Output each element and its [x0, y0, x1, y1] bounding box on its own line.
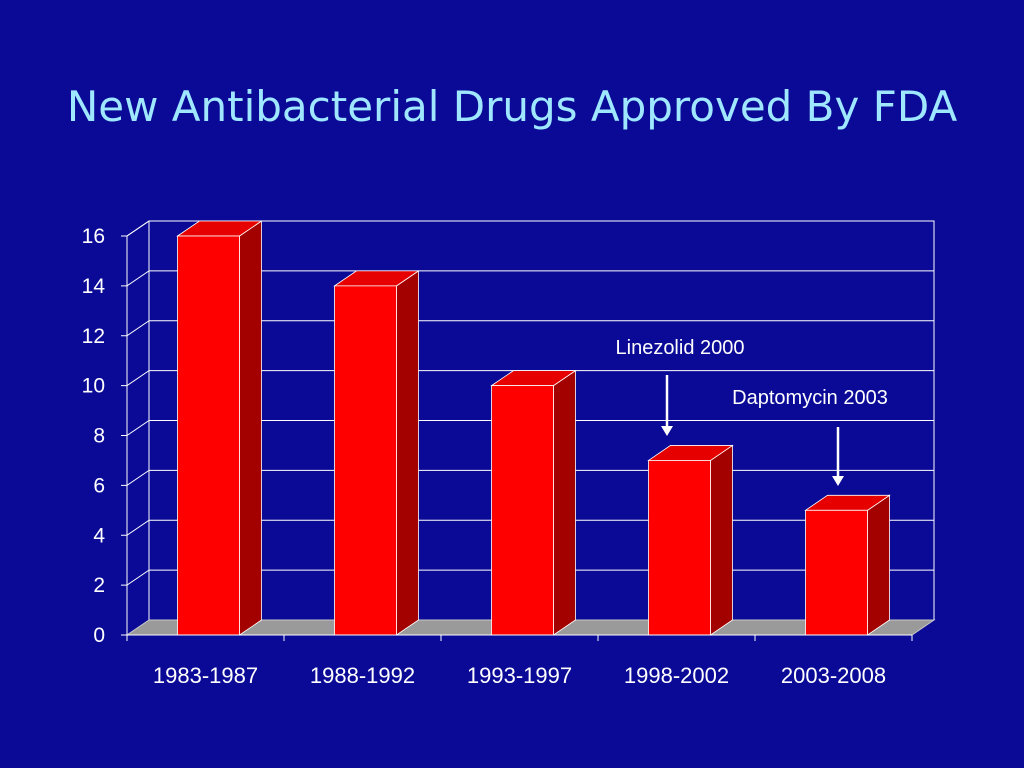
bar — [490, 369, 577, 636]
x-tick-label: 1983-1987 — [153, 663, 258, 688]
bar — [647, 444, 734, 636]
y-tick-label: 16 — [82, 225, 105, 248]
annotation-label: Daptomycin 2003 — [732, 387, 888, 409]
annotations: Linezolid 2000 Daptomycin 2003 — [616, 337, 888, 486]
gridline-side — [126, 469, 150, 486]
bar-front — [491, 385, 554, 636]
y-tick-label: 0 — [93, 624, 105, 647]
annotation-label: Linezolid 2000 — [616, 337, 745, 359]
page-title: New Antibacterial Drugs Approved By FDA — [66, 82, 958, 131]
bar-side — [553, 369, 576, 636]
annotation: Daptomycin 2003 — [732, 387, 888, 486]
y-tick-label: 6 — [93, 474, 105, 497]
bar-side — [239, 220, 262, 636]
gridline-side — [126, 569, 150, 586]
y-tick-label: 4 — [93, 524, 105, 547]
bar — [176, 220, 263, 636]
x-axis: 1983-1987 1988-1992 1993-1997 1998-2002 2003… — [126, 634, 913, 688]
bar-front — [334, 285, 397, 636]
gridline-side — [126, 370, 150, 387]
annotation: Linezolid 2000 — [616, 337, 745, 436]
bar-side — [396, 270, 419, 636]
bars — [176, 220, 891, 636]
bar-front — [805, 509, 868, 636]
annotation-arrow-head — [661, 426, 673, 436]
gridline-side — [126, 220, 150, 237]
bar — [333, 270, 420, 636]
y-tick-label: 2 — [93, 574, 105, 597]
y-tick-label: 12 — [82, 325, 105, 348]
gridline-side — [126, 420, 150, 436]
bar-front — [648, 460, 711, 636]
y-axis: 0 2 4 6 8 10 12 14 16 — [82, 225, 127, 647]
x-tick-label: 1993-1997 — [467, 663, 572, 688]
annotation-arrow-head — [832, 476, 844, 486]
bar-side — [710, 444, 733, 636]
bar — [804, 494, 891, 636]
y-tick-label: 10 — [82, 375, 105, 398]
x-tick-label: 2003-2008 — [781, 663, 886, 688]
gridline-side — [126, 320, 150, 337]
y-tick-label: 14 — [82, 275, 106, 298]
gridline-side — [126, 270, 150, 287]
bar-front — [177, 235, 240, 636]
gridline-side — [126, 519, 150, 536]
y-tick-label: 8 — [93, 425, 105, 448]
x-tick-label: 1988-1992 — [310, 663, 415, 688]
bar-side — [867, 494, 890, 636]
x-tick-label: 1998-2002 — [624, 663, 729, 688]
